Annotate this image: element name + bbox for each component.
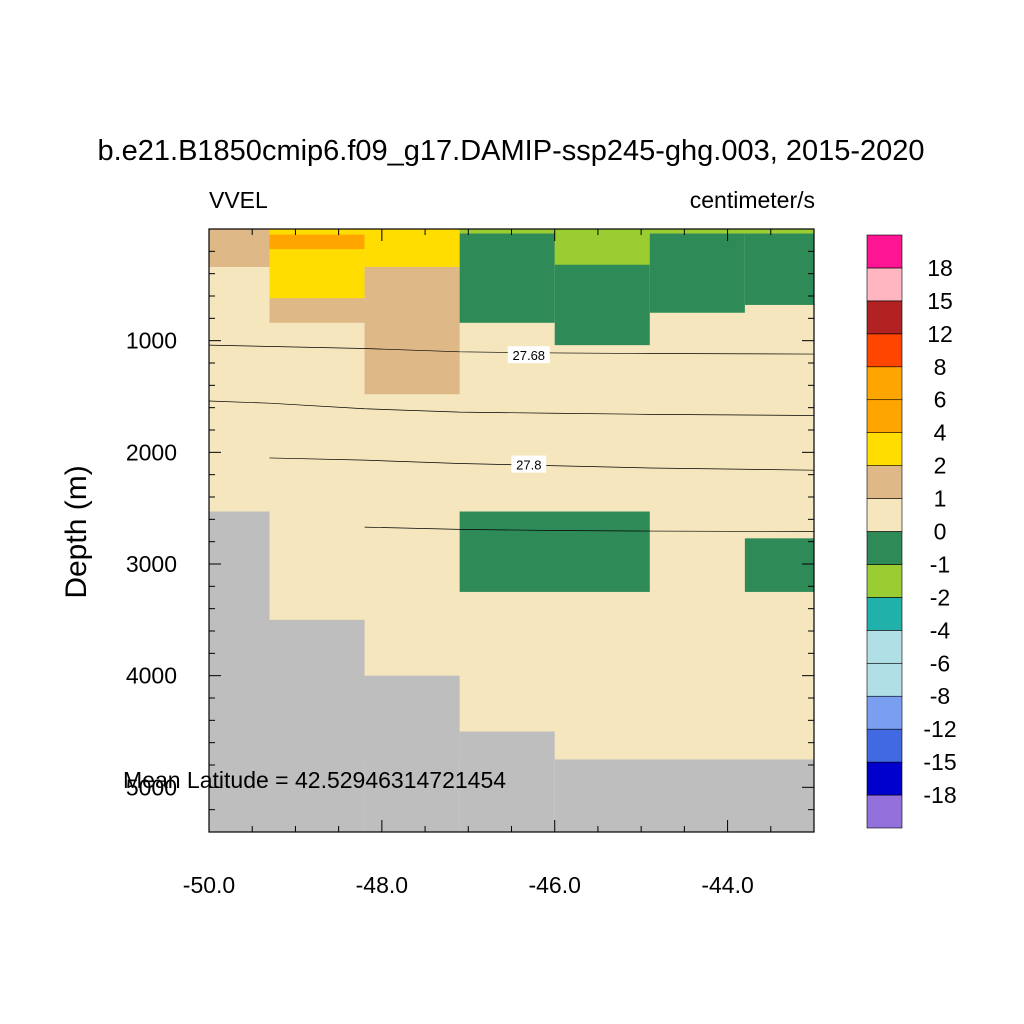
- colorbar-label: -1: [930, 551, 950, 577]
- colorbar-swatch: [866, 630, 903, 664]
- colorbar-label: 0: [934, 519, 947, 545]
- contour-line: [208, 344, 815, 355]
- x-tick-label: -50.0: [183, 872, 235, 898]
- velocity-cell: [744, 538, 814, 592]
- contour-label: 27.68: [513, 348, 546, 363]
- colorbar-swatch: [866, 728, 903, 763]
- axis-ticks: -50.0 -48.0 -46.0 -44.0 1000 2000 3000 4000 5000: [126, 229, 815, 898]
- y-tick-label: 2000: [126, 439, 177, 465]
- x-tick-label: -46.0: [528, 872, 580, 898]
- velocity-cell: [459, 511, 650, 592]
- velocity-cell: [209, 229, 270, 512]
- colorbar-label: -4: [930, 617, 951, 643]
- land-mask-cell: [209, 511, 270, 832]
- colorbar-swatch: [866, 761, 903, 796]
- land-mask-cell: [459, 731, 555, 832]
- mean-latitude-annotation: Mean Latitude = 42.52946314721454: [123, 767, 506, 793]
- colorbar-label: -2: [930, 584, 950, 610]
- contour-line: [364, 526, 815, 532]
- y-tick-label: 5000: [126, 774, 177, 800]
- colorbar-swatch: [866, 498, 903, 532]
- contour-line: [269, 457, 815, 471]
- plot-frame: [208, 228, 815, 833]
- land-mask-cell: [269, 619, 365, 832]
- colorbar-label: 2: [934, 453, 947, 479]
- land-mask-cell: [554, 759, 814, 832]
- x-tick-label: -44.0: [701, 872, 753, 898]
- y-tick-label: 3000: [126, 551, 177, 577]
- colorbar-swatch: [866, 432, 903, 466]
- colorbar-swatch: [866, 333, 903, 368]
- contour-lines: 27.68 27.8: [208, 344, 815, 532]
- velocity-cell: [269, 234, 365, 250]
- colorbar-swatch: [866, 695, 903, 730]
- velocity-cell: [649, 233, 745, 313]
- colorbar-swatch: [866, 300, 903, 335]
- contour-line: [208, 400, 815, 416]
- colorbar-label: -15: [923, 749, 956, 775]
- colorbar-label: -12: [923, 716, 956, 742]
- colorbar-swatch: [866, 267, 903, 302]
- colorbar-label: -18: [923, 782, 956, 808]
- velocity-cell: [459, 229, 814, 234]
- contour-label-box: [507, 346, 550, 364]
- velocity-cell: [209, 229, 270, 267]
- colorbar-swatch: [866, 794, 903, 829]
- x-tick-label: -48.0: [356, 872, 408, 898]
- velocity-cell: [364, 266, 460, 395]
- heatmap-cells: [209, 229, 814, 832]
- y-tick-label: 1000: [126, 328, 177, 354]
- colorbar-label: -6: [930, 650, 950, 676]
- y-axis-label: Depth (m): [60, 465, 93, 598]
- colorbar-swatch: [866, 597, 903, 631]
- velocity-cell: [459, 233, 555, 323]
- y-tick-label: 4000: [126, 663, 177, 689]
- colorbar-label: 18: [927, 255, 953, 281]
- colorbar-swatch: [866, 662, 903, 697]
- variable-label: VVEL: [209, 187, 268, 213]
- colorbar-swatch: [866, 399, 903, 433]
- velocity-cell: [554, 233, 650, 265]
- colorbar-label: 1: [934, 486, 947, 512]
- land-mask-cell: [364, 675, 460, 832]
- colorbar-swatch: [866, 366, 903, 401]
- colorbar-label: 12: [927, 321, 953, 347]
- colorbar-label: 8: [934, 354, 947, 380]
- contour-label: 27.8: [516, 458, 541, 473]
- colorbar-label: -8: [930, 683, 950, 709]
- colorbar-label: 6: [934, 387, 947, 413]
- colorbar-swatch: [866, 234, 903, 269]
- velocity-cell: [744, 233, 814, 305]
- colorbar-label: 15: [927, 288, 953, 314]
- colorbar-swatch: [866, 564, 903, 598]
- units-label: centimeter/s: [690, 187, 815, 213]
- contour-label-box: [511, 455, 547, 473]
- colorbar-swatch: [866, 531, 903, 565]
- colorbar-label: 4: [934, 420, 947, 446]
- chart-title: b.e21.B1850cmip6.f09_g17.DAMIP-ssp245-gh…: [97, 135, 924, 167]
- velocity-cell: [364, 229, 460, 267]
- colorbar-swatch: [866, 465, 903, 499]
